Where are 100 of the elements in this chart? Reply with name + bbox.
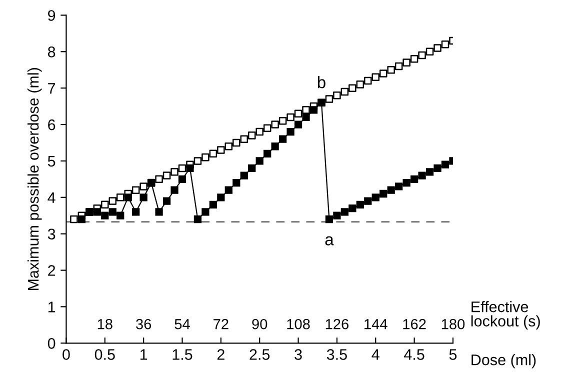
- point: [356, 200, 364, 208]
- point: [256, 157, 264, 165]
- point: [278, 116, 287, 125]
- point: [116, 194, 124, 202]
- x-tick-label: 3: [294, 349, 302, 360]
- point: [325, 95, 334, 103]
- point: [202, 208, 210, 216]
- point: [162, 172, 171, 180]
- point: [426, 48, 434, 56]
- point: [372, 73, 380, 82]
- point: [264, 150, 272, 158]
- point: [402, 178, 410, 187]
- point: [387, 66, 395, 74]
- point: [78, 215, 86, 224]
- x-tick-label: 1: [140, 349, 148, 360]
- point: [380, 190, 388, 198]
- point: [441, 40, 450, 48]
- point: [294, 120, 302, 128]
- y-tick-label: 9: [48, 10, 56, 21]
- x-tick-label: 3.5: [326, 349, 347, 360]
- point: [217, 146, 225, 154]
- point: [140, 182, 148, 190]
- point: [372, 194, 380, 202]
- point: [356, 80, 364, 88]
- point: [379, 70, 388, 78]
- point: [240, 172, 248, 180]
- point: [434, 44, 442, 52]
- point: [178, 175, 186, 183]
- point: [310, 106, 318, 114]
- point: [202, 153, 210, 162]
- point: [348, 204, 356, 212]
- point: [286, 128, 294, 136]
- point: [132, 186, 140, 194]
- point: [271, 120, 279, 128]
- point: [394, 62, 403, 70]
- x2-tick-label: 162: [403, 318, 426, 330]
- y-tick-label: 8: [48, 46, 56, 58]
- point: [340, 208, 349, 216]
- x2-tick-label: 54: [174, 319, 190, 330]
- x2-tick-label: 180: [442, 318, 465, 330]
- point: [248, 164, 256, 172]
- point: [209, 200, 218, 208]
- x2-axis-title: Effective lockout (s): [471, 301, 540, 330]
- point: [256, 128, 264, 136]
- point: [170, 186, 178, 194]
- point: [395, 182, 403, 190]
- point: [217, 194, 225, 202]
- x2-tick-label: 144: [364, 319, 388, 330]
- point: [364, 197, 372, 205]
- point: [333, 212, 341, 220]
- point: [155, 175, 163, 184]
- y-tick-label: 3: [48, 228, 56, 240]
- point: [418, 172, 426, 180]
- point: [402, 58, 410, 66]
- point: [101, 200, 109, 209]
- point: [224, 186, 232, 194]
- point: [418, 51, 426, 60]
- point: [194, 215, 202, 224]
- point: [364, 76, 372, 85]
- point: [263, 124, 272, 132]
- point: [271, 142, 279, 150]
- point: [132, 208, 140, 216]
- point: [410, 55, 418, 63]
- point: [278, 135, 287, 143]
- point: [186, 164, 194, 172]
- y-tick-label: 1: [48, 302, 56, 312]
- point: [178, 164, 186, 172]
- point: [162, 197, 171, 205]
- point: [387, 186, 395, 194]
- point: [232, 138, 240, 147]
- point: [108, 208, 116, 216]
- point: [209, 150, 218, 158]
- point: [194, 157, 202, 165]
- point: [333, 91, 341, 100]
- point: [101, 212, 109, 220]
- y-tick-label: 5: [48, 156, 56, 167]
- x2-tick-label: 18: [98, 318, 112, 330]
- point: [286, 113, 294, 122]
- point: [124, 194, 132, 202]
- y-axis-title: Maximum possible overdose (ml): [28, 68, 42, 290]
- point: [116, 212, 124, 220]
- x-tick-label: 2.5: [250, 349, 270, 360]
- x-tick-label: 5: [449, 349, 457, 360]
- point: [232, 178, 240, 187]
- point: [70, 215, 78, 224]
- point: [224, 142, 233, 150]
- x-tick-label: 4: [372, 349, 380, 360]
- point: [248, 132, 256, 140]
- y-tick-label: 4: [48, 192, 56, 203]
- y-tick-label: 2: [48, 265, 56, 276]
- x2-tick-label: 108: [287, 318, 310, 330]
- x-tick-label: 1.5: [172, 349, 192, 360]
- x2-tick-label: 72: [214, 318, 228, 330]
- annotation: a: [325, 236, 334, 246]
- point: [155, 208, 163, 216]
- y-tick-label: 0: [48, 338, 56, 349]
- x-axis-title: Dose (ml): [472, 354, 536, 368]
- x-tick-label: 0.5: [94, 349, 115, 360]
- point: [140, 194, 148, 202]
- point: [93, 208, 101, 216]
